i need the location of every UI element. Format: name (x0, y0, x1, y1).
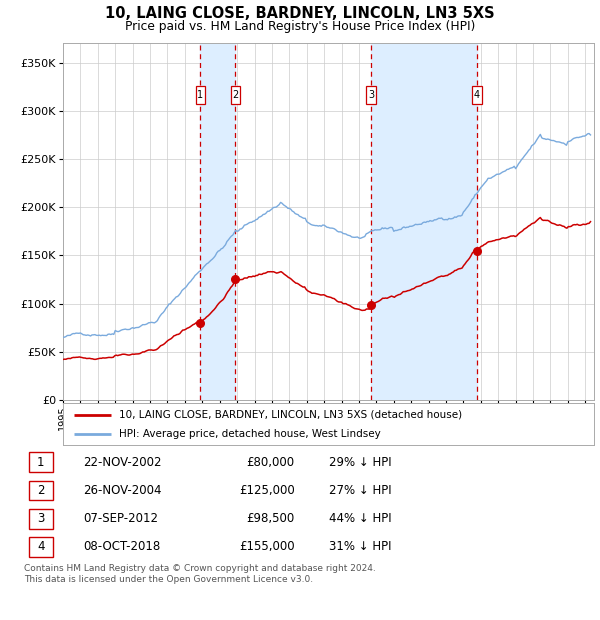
Text: 1: 1 (197, 90, 203, 100)
FancyBboxPatch shape (366, 86, 376, 104)
Text: £80,000: £80,000 (247, 456, 295, 469)
Text: Contains HM Land Registry data © Crown copyright and database right 2024.
This d: Contains HM Land Registry data © Crown c… (24, 564, 376, 583)
Text: 07-SEP-2012: 07-SEP-2012 (83, 512, 158, 525)
FancyBboxPatch shape (472, 86, 482, 104)
Text: 27% ↓ HPI: 27% ↓ HPI (329, 484, 391, 497)
FancyBboxPatch shape (29, 537, 53, 557)
Text: 29% ↓ HPI: 29% ↓ HPI (329, 456, 391, 469)
Text: £125,000: £125,000 (239, 484, 295, 497)
FancyBboxPatch shape (196, 86, 205, 104)
Text: 10, LAING CLOSE, BARDNEY, LINCOLN, LN3 5XS: 10, LAING CLOSE, BARDNEY, LINCOLN, LN3 5… (105, 6, 495, 21)
Text: 2: 2 (37, 484, 44, 497)
Text: 31% ↓ HPI: 31% ↓ HPI (329, 541, 391, 554)
Text: 3: 3 (368, 90, 374, 100)
Text: 44% ↓ HPI: 44% ↓ HPI (329, 512, 391, 525)
Text: £155,000: £155,000 (239, 541, 295, 554)
FancyBboxPatch shape (29, 480, 53, 500)
Bar (371, 43, 477, 400)
Text: 3: 3 (37, 512, 44, 525)
FancyBboxPatch shape (29, 453, 53, 472)
FancyBboxPatch shape (230, 86, 240, 104)
Text: 26-NOV-2004: 26-NOV-2004 (83, 484, 162, 497)
Text: 1: 1 (37, 456, 44, 469)
Text: 4: 4 (474, 90, 480, 100)
Bar (200, 43, 235, 400)
Text: 10, LAING CLOSE, BARDNEY, LINCOLN, LN3 5XS (detached house): 10, LAING CLOSE, BARDNEY, LINCOLN, LN3 5… (119, 410, 462, 420)
Text: 08-OCT-2018: 08-OCT-2018 (83, 541, 160, 554)
FancyBboxPatch shape (29, 509, 53, 529)
Text: 22-NOV-2002: 22-NOV-2002 (83, 456, 162, 469)
Text: 4: 4 (37, 541, 44, 554)
Text: 2: 2 (232, 90, 238, 100)
Text: HPI: Average price, detached house, West Lindsey: HPI: Average price, detached house, West… (119, 429, 380, 439)
Text: Price paid vs. HM Land Registry's House Price Index (HPI): Price paid vs. HM Land Registry's House … (125, 20, 475, 33)
Text: £98,500: £98,500 (247, 512, 295, 525)
